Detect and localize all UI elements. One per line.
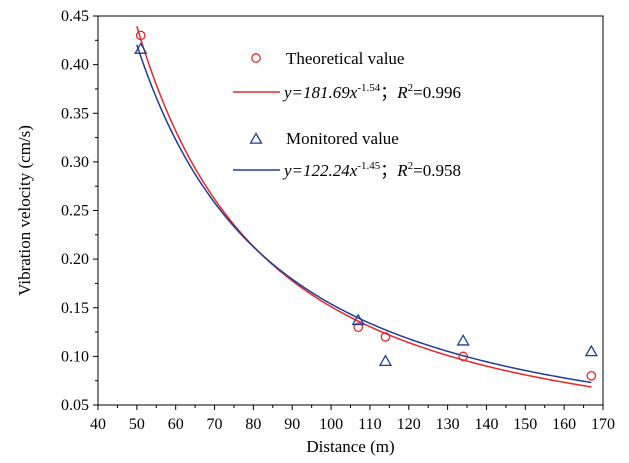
legend-entry-theoretical: Theoretical value y=181.69x-1.54；R2=0.996 [233,49,461,102]
monitored-point [134,42,148,54]
theoretical-point [380,332,391,342]
x-tick-label: 50 [129,416,145,433]
x-tick-label: 40 [90,416,106,433]
monitored-point [378,354,393,367]
fit-curve-theoretical [136,26,592,388]
x-tick-label: 110 [358,416,381,433]
x-tick-label: 160 [552,416,576,433]
x-tick-label: 170 [591,416,615,433]
axes: 40 50 60 70 80 90 100 110 120 130 140 150 160 170 0.05… [15,8,615,456]
x-tick-label: 100 [319,416,343,433]
theoretical-point [135,30,146,41]
equation-equation-exponent: -1.45 [357,160,380,172]
y-tick-label: 0.05 [61,397,89,414]
y-tick-label: 0.35 [61,105,89,122]
legend: Theoretical valuey=181.69x-1.54；R2=0.996… [233,49,461,180]
theoretical-point [458,351,469,362]
equation-r2-label: R [396,83,408,102]
x-axis-title: Distance (m) [306,437,394,456]
equation-equation-exponent: -1.54 [357,82,380,94]
equation-equation-prefix: y=181.69x [282,83,358,102]
equation-equation-sep: ； [380,161,397,180]
equation-r2-sup: 2 [408,160,414,172]
y-tick-label: 0.30 [61,154,89,171]
x-tick-label: 60 [168,416,184,433]
theoretical-point [353,322,364,333]
monitored-point [351,313,365,326]
theoretical-point [586,370,597,381]
x-tick-label: 80 [245,416,261,433]
x-tick-label: 120 [397,416,421,433]
y-tick-label: 0.10 [61,348,89,365]
fit-equation: y=181.69x-1.54；R2=0.996 [282,82,461,102]
data-points [134,30,598,381]
equation-r2-value: =0.958 [413,161,461,180]
monitored-point [584,344,598,357]
x-tick-label: 130 [436,416,460,433]
legend-circle-marker [251,53,261,63]
legend-entry-monitored: Monitored value y=122.24x-1.45；R2=0.958 [233,129,461,180]
y-tick-label: 0.20 [61,251,89,268]
x-tick-label: 70 [207,416,223,433]
fit-curves [136,26,592,388]
y-axis-title: Vibration velocity (cm/s) [15,125,34,296]
equation-r2-value: =0.996 [413,83,461,102]
equation-r2-sup: 2 [408,82,414,94]
legend-triangle-marker [249,132,263,144]
y-tick-label: 0.25 [61,203,89,220]
x-tick-label: 90 [284,416,300,433]
plot-frame [97,15,604,406]
fit-equation: y=122.24x-1.45；R2=0.958 [282,160,461,180]
equation-r2-label: R [396,161,408,180]
y-tick-label: 0.40 [61,57,89,74]
legend-label: Monitored value [286,129,399,148]
monitored-point [456,334,470,346]
y-tick-label: 0.15 [61,300,89,317]
fit-curve-monitored [136,44,592,384]
legend-label: Theoretical value [286,49,404,68]
equation-equation-sep: ； [380,83,397,102]
x-tick-label: 140 [474,416,498,433]
y-tick-label: 0.45 [61,8,89,25]
equation-equation-prefix: y=122.24x [282,161,358,180]
x-tick-label: 150 [513,416,537,433]
